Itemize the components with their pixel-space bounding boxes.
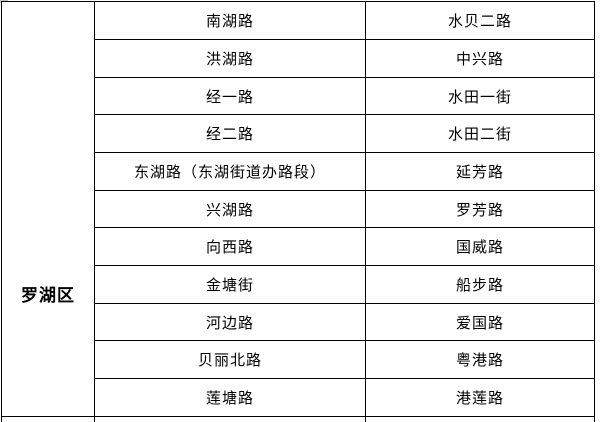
road-cell-right: 爱国路 bbox=[366, 304, 594, 341]
road-cell-right: 中兴路 bbox=[366, 40, 594, 78]
road-cell-left: 东湖路（东湖街道办路段） bbox=[95, 153, 366, 191]
road-cell-right: 港莲路 bbox=[366, 379, 594, 417]
road-cell-right: 罗芳路 bbox=[366, 191, 594, 228]
road-cell-left: 经二路 bbox=[95, 115, 366, 153]
road-cell-left: 洪湖路 bbox=[95, 40, 366, 78]
road-cell-left: 兴湖路 bbox=[95, 191, 366, 228]
road-cell-right: 粤港路 bbox=[366, 341, 594, 379]
partial-row-cell bbox=[95, 417, 366, 422]
road-cell-left: 莲塘路 bbox=[95, 379, 366, 417]
road-cell-right: 船步路 bbox=[366, 266, 594, 304]
road-cell-left: 经一路 bbox=[95, 78, 366, 115]
partial-row-cell bbox=[366, 417, 594, 422]
road-cell-left: 南湖路 bbox=[95, 2, 366, 40]
road-cell-left: 向西路 bbox=[95, 228, 366, 266]
road-cell-right: 水田二街 bbox=[366, 115, 594, 153]
road-cell-right: 延芳路 bbox=[366, 153, 594, 191]
road-cell-right: 国威路 bbox=[366, 228, 594, 266]
partial-row-cell bbox=[2, 417, 95, 422]
road-cell-right: 水贝二路 bbox=[366, 2, 594, 40]
road-cell-left: 河边路 bbox=[95, 304, 366, 341]
road-cell-left: 金塘街 bbox=[95, 266, 366, 304]
road-cell-right: 水田一街 bbox=[366, 78, 594, 115]
district-label: 罗湖区 bbox=[21, 286, 75, 305]
district-cell: 罗湖区 bbox=[2, 2, 95, 417]
road-cell-left: 贝丽北路 bbox=[95, 341, 366, 379]
